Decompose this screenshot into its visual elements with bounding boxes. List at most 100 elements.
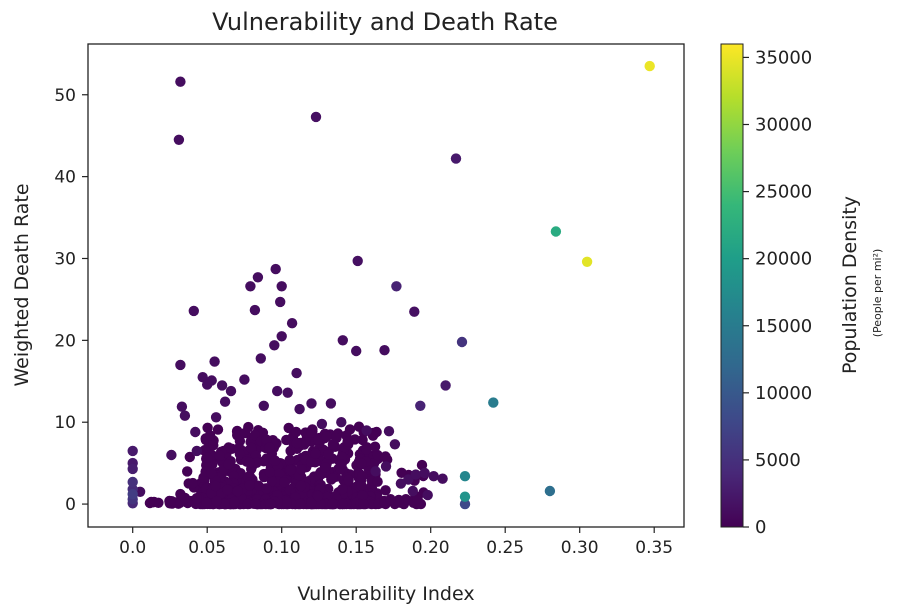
scatter-point — [312, 434, 324, 445]
scatter-point — [246, 442, 257, 454]
scatter-point — [210, 480, 221, 492]
scatter-point — [175, 488, 186, 500]
scatter-point — [173, 134, 185, 145]
colorbar-tick-label: 0 — [755, 517, 766, 538]
scatter-point — [409, 306, 420, 317]
colorbar-tick-label: 35000 — [755, 47, 812, 68]
y-tick-label: 20 — [54, 331, 76, 351]
scatter-point — [422, 489, 433, 501]
scatter-point — [312, 490, 324, 502]
scatter-point — [211, 495, 222, 507]
scatter-point — [323, 449, 334, 460]
scatter-point — [187, 477, 198, 489]
scatter-point — [261, 434, 272, 445]
scatter-point — [356, 458, 367, 469]
scatter-point — [357, 490, 368, 501]
x-tick-label: 0.10 — [263, 538, 301, 558]
x-tick-label: 0.30 — [561, 538, 599, 558]
scatter-point — [252, 272, 264, 283]
x-tick-label: 0.35 — [635, 538, 673, 558]
scatter-point — [550, 226, 562, 237]
colorbar-tick-label: 10000 — [755, 383, 812, 404]
colorbar-tick-label: 30000 — [755, 115, 812, 136]
scatter-point — [191, 445, 202, 457]
scatter-point — [175, 76, 186, 87]
scatter-point — [212, 424, 224, 435]
scatter-point — [294, 403, 305, 415]
scatter-point — [232, 430, 243, 441]
scatter-point — [291, 437, 302, 449]
scatter-point — [281, 496, 292, 508]
scatter-point — [310, 111, 322, 123]
scatter-point — [127, 445, 138, 457]
scatter-point — [245, 281, 256, 292]
scatter-point — [356, 480, 367, 491]
scatter-point — [306, 427, 317, 438]
scatter-point — [244, 457, 255, 468]
scatter-point — [456, 336, 468, 348]
scatter-point — [295, 480, 307, 492]
scatter-point — [644, 60, 655, 72]
scatter-point — [291, 367, 302, 379]
scatter-point — [270, 263, 281, 275]
scatter-point — [415, 400, 426, 411]
y-axis-ticks: 0 10 20 30 40 50 — [54, 86, 88, 515]
scatter-point — [369, 441, 381, 452]
scatter-point — [205, 467, 217, 479]
scatter-point — [166, 449, 177, 461]
scatter-point — [184, 451, 195, 463]
x-tick-label: 0.05 — [188, 538, 226, 558]
scatter-point — [336, 417, 347, 428]
x-axis-label: Vulnerability Index — [297, 583, 474, 605]
scatter-point — [336, 451, 348, 463]
colorbar-tick-label: 20000 — [755, 249, 812, 270]
scatter-point — [190, 426, 201, 438]
y-axis-label: Weighted Death Rate — [11, 183, 33, 386]
scatter-point — [261, 483, 272, 494]
scatter-point — [380, 461, 392, 472]
scatter-point — [264, 466, 275, 478]
scatter-point — [249, 429, 260, 441]
scatter-point — [243, 421, 254, 433]
colorbar-unit: (People per mi²) — [871, 249, 884, 338]
scatter-point — [410, 469, 421, 480]
scatter-point — [370, 466, 381, 477]
colorbar-tick-label: 5000 — [755, 450, 801, 471]
scatter-point — [275, 296, 286, 308]
plot-frame — [87, 43, 685, 528]
scatter-point — [250, 498, 261, 509]
scatter-point — [179, 410, 191, 421]
scatter-point — [372, 449, 383, 461]
scatter-point — [284, 454, 295, 466]
scatter-point — [372, 476, 383, 487]
y-tick-label: 30 — [54, 249, 76, 269]
scatter-point — [285, 464, 296, 476]
colorbar-ticks: 0 5000 10000 15000 20000 25000 30000 35000 — [743, 47, 812, 538]
colorbar — [720, 43, 744, 528]
scatter-point — [202, 379, 213, 390]
scatter-point — [232, 485, 243, 497]
scatter-point — [229, 496, 240, 508]
scatter-point — [188, 305, 199, 317]
scatter-point — [242, 498, 253, 510]
scatter-point — [127, 476, 138, 488]
scatter-point — [342, 436, 353, 447]
scatter-point — [176, 401, 188, 412]
x-tick-label: 0.20 — [412, 538, 450, 558]
scatter-point — [459, 498, 471, 510]
scatter-point — [222, 484, 233, 495]
scatter-point — [182, 466, 193, 477]
scatter-point — [327, 498, 338, 510]
scatter-point — [344, 424, 356, 435]
scatter-point — [276, 281, 287, 292]
scatter-point — [225, 385, 237, 397]
scatter-point — [239, 374, 250, 385]
scatter-point — [216, 380, 228, 391]
scatter-point — [396, 467, 407, 478]
scatter-point — [148, 496, 160, 508]
scatter-point — [202, 452, 213, 463]
scatter-point — [459, 471, 471, 482]
scatter-point — [325, 398, 337, 409]
scatter-point — [327, 473, 338, 484]
